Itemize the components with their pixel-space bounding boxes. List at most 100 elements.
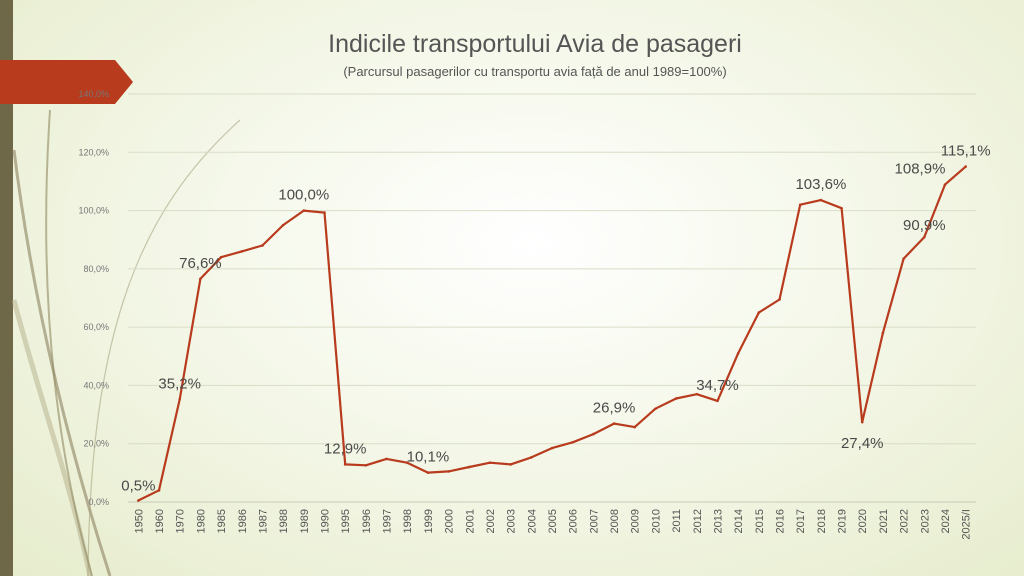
data-point: [426, 471, 430, 474]
x-tick-label: 2022: [899, 509, 911, 533]
data-point: [881, 331, 885, 335]
x-tick-label: 2003: [506, 509, 518, 533]
x-axis-ticks: 1950 1960 1970 1980 1985 1986 1987 1988 1989 1990…: [133, 509, 972, 540]
x-tick-label: 2015: [754, 509, 766, 533]
data-label: 115,1%: [941, 143, 991, 160]
data-label: 27,4%: [841, 435, 884, 452]
data-point: [571, 440, 574, 444]
x-tick-label: 2008: [609, 509, 621, 533]
x-tick-label: 2013: [712, 509, 724, 533]
data-point: [922, 235, 926, 239]
x-tick-label: 2002: [485, 509, 497, 533]
x-tick-label: 1980: [195, 509, 207, 533]
x-tick-label: 2006: [568, 509, 580, 533]
data-label: 0,5%: [121, 478, 155, 495]
x-tick-label: 1998: [402, 509, 414, 533]
x-tick-label: 1999: [423, 509, 435, 533]
x-tick-label: 2000: [444, 509, 456, 533]
data-point: [447, 470, 450, 473]
data-point: [530, 456, 533, 459]
left-accent-bar: [0, 0, 13, 576]
y-tick-label: 60,0%: [83, 322, 109, 332]
x-tick-label: 2017: [795, 509, 807, 533]
data-label: 103,6%: [795, 176, 846, 193]
data-point: [219, 255, 223, 259]
data-label: 26,9%: [593, 400, 636, 417]
chart-subtitle: (Parcursul pasagerilor cu transportu avi…: [343, 64, 727, 79]
data-point: [385, 457, 388, 461]
x-tick-label: 2004: [526, 509, 538, 533]
data-labels: 0,5% 35,2% 76,6% 100,0% 12,9% 10,1% 26,9% 34,7%…: [121, 143, 990, 495]
data-point: [674, 397, 678, 400]
y-tick-label: 20,0%: [83, 439, 109, 449]
data-label: 108,9%: [895, 161, 946, 178]
x-tick-label: 1986: [237, 509, 249, 533]
x-tick-label: 1996: [361, 509, 373, 533]
y-tick-label: 80,0%: [83, 264, 109, 274]
data-point: [798, 203, 802, 207]
x-tick-label: 1987: [257, 509, 269, 533]
series-line-group: [137, 165, 967, 502]
y-tick-label: 140,0%: [78, 89, 109, 99]
y-axis-ticks: 0,0% 20,0% 40,0% 60,0% 80,0% 100,0% 120,0% 140,…: [78, 89, 109, 507]
x-tick-label: 2012: [692, 509, 704, 533]
x-tick-label: 1989: [299, 509, 311, 533]
data-point: [716, 399, 719, 403]
x-tick-label: 2019: [837, 509, 849, 533]
data-point: [199, 277, 202, 281]
data-point: [509, 463, 512, 466]
data-point: [943, 183, 947, 186]
x-tick-label: 1950: [133, 509, 145, 533]
data-point: [819, 198, 823, 202]
x-tick-label: 1995: [340, 509, 352, 533]
x-tick-label: 2025/I: [961, 509, 973, 540]
data-point: [964, 165, 967, 168]
x-tick-label: 2011: [671, 509, 683, 533]
data-label: 76,6%: [179, 255, 222, 272]
data-label: 100,0%: [278, 187, 329, 204]
x-tick-label: 2023: [919, 509, 931, 533]
y-tick-label: 40,0%: [83, 380, 109, 390]
x-tick-label: 1970: [175, 509, 187, 533]
data-point: [757, 311, 761, 314]
data-label: 12,9%: [324, 440, 367, 457]
data-label: 35,2%: [158, 375, 201, 392]
x-tick-label: 2010: [650, 509, 662, 533]
data-label: 90,9%: [903, 217, 946, 234]
x-tick-label: 2005: [547, 509, 559, 533]
x-tick-label: 2020: [857, 509, 869, 533]
chart-title: Indicile transportului Avia de pasageri: [328, 30, 742, 58]
data-point: [178, 398, 182, 401]
data-point: [860, 420, 864, 424]
data-point: [323, 211, 326, 214]
data-point: [592, 432, 595, 436]
data-point: [302, 209, 306, 212]
data-point: [612, 422, 616, 425]
x-tick-label: 2007: [588, 509, 600, 533]
data-point: [281, 223, 285, 227]
gridlines: [128, 93, 976, 503]
x-tick-label: 2014: [733, 509, 745, 533]
data-point: [488, 461, 492, 464]
data-point: [157, 489, 161, 492]
data-label: 10,1%: [407, 449, 450, 466]
data-point: [695, 392, 699, 396]
data-point: [364, 463, 368, 467]
data-point: [633, 425, 637, 429]
data-point: [736, 352, 740, 355]
x-tick-label: 1985: [216, 509, 228, 533]
x-tick-label: 1988: [278, 509, 290, 533]
x-tick-label: 2009: [630, 509, 642, 533]
data-point: [240, 250, 244, 253]
data-point: [654, 407, 657, 411]
data-point: [261, 244, 264, 247]
data-point: [405, 461, 409, 464]
x-tick-label: 2024: [940, 509, 952, 533]
x-tick-label: 2021: [878, 509, 890, 533]
data-point: [467, 465, 471, 469]
data-point: [137, 499, 140, 502]
y-tick-label: 100,0%: [78, 206, 109, 216]
